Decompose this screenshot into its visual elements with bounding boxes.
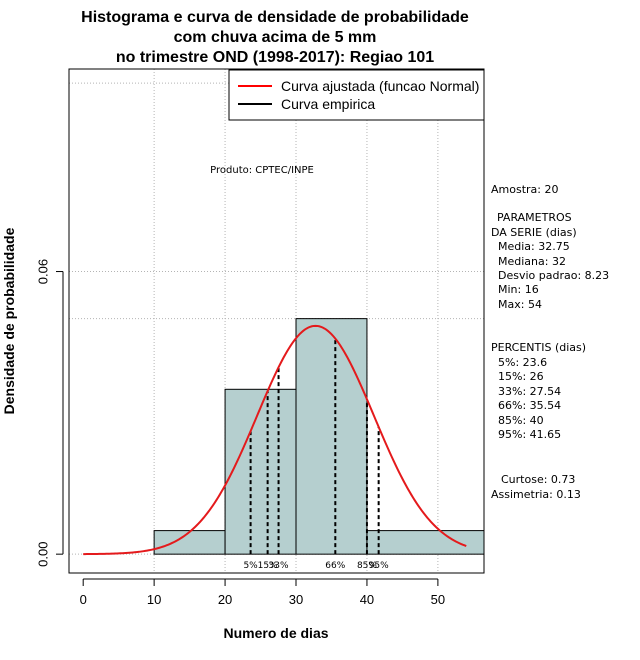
stat-curtose: Curtose: 0.73 xyxy=(501,473,575,486)
x-axis: 0 10 20 30 40 50 xyxy=(80,578,445,607)
y-axis: 0.00 0.06 xyxy=(35,259,64,567)
stat-desvio: Desvio padrao: 8.23 xyxy=(498,269,609,282)
stat-max: Max: 54 xyxy=(498,298,542,311)
chart-title-line-3: no trimestre OND (1998-2017): Regiao 101 xyxy=(116,49,434,66)
chart-title-line-2: com chuva acima de 5 mm xyxy=(174,29,377,46)
stat-p95: 95%: 41.65 xyxy=(498,428,561,441)
x-tick-label-1: 10 xyxy=(147,592,161,607)
stat-min: Min: 16 xyxy=(498,283,539,296)
stat-mediana: Mediana: 32 xyxy=(498,255,566,268)
stat-assimetria: Assimetria: 0.13 xyxy=(491,488,581,501)
stat-p15: 15%: 26 xyxy=(498,370,544,383)
legend: Curva ajustada (funcao Normal) Curva emp… xyxy=(228,69,485,121)
side-statistics: Amostra: 20 PARAMETROS DA SERIE (dias) M… xyxy=(491,183,609,501)
y-tick-label-0: 0.00 xyxy=(35,542,50,567)
legend-label-empirical: Curva empirica xyxy=(281,96,375,112)
percentile-labels: 5% 15%33% 66% 85%95% xyxy=(243,561,389,571)
x-tick-label-2: 20 xyxy=(218,592,232,607)
chart-title-line-1: Histograma e curva de densidade de proba… xyxy=(81,9,469,26)
percentile-label-5: 95% xyxy=(369,561,389,571)
params-title-2: DA SERIE (dias) xyxy=(491,226,577,239)
stat-amostra: Amostra: 20 xyxy=(491,183,558,196)
normal-curve-layer xyxy=(83,324,467,556)
percentis-title: PERCENTIS (dias) xyxy=(491,341,586,354)
stat-p5: 5%: 23.6 xyxy=(498,356,547,369)
y-tick-label-1: 0.06 xyxy=(35,259,50,284)
params-title-1: PARAMETROS xyxy=(497,211,572,224)
x-tick-label-0: 0 xyxy=(80,592,87,607)
y-axis-title: Densidade de probabilidade xyxy=(1,227,17,414)
stat-p66: 66%: 35.54 xyxy=(498,399,561,412)
stat-media: Media: 32.75 xyxy=(498,240,570,253)
percentile-label-0: 5% xyxy=(243,561,258,571)
percentile-label-4: 85% xyxy=(357,561,377,571)
histogram-bar-1 xyxy=(224,388,297,555)
histogram-bar-3 xyxy=(366,530,485,555)
normal-curve xyxy=(83,324,467,556)
percentile-label-2: 33% xyxy=(269,561,289,571)
product-note: Produto: CPTEC/INPE xyxy=(210,165,314,176)
x-tick-label-3: 30 xyxy=(289,592,303,607)
x-tick-label-5: 50 xyxy=(431,592,445,607)
x-axis-title: Numero de dias xyxy=(223,625,328,641)
percentile-label-1: 15% xyxy=(258,561,278,571)
histogram-bar-2 xyxy=(295,318,368,555)
histogram-bar-0 xyxy=(153,530,226,555)
stat-p85: 85%: 40 xyxy=(498,414,544,427)
x-tick-label-4: 40 xyxy=(360,592,374,607)
plot-frame xyxy=(68,68,485,574)
percentile-lines xyxy=(249,338,380,555)
percentile-label-3: 66% xyxy=(325,561,345,571)
stat-p33: 33%: 27.54 xyxy=(498,385,561,398)
legend-box xyxy=(228,69,485,121)
legend-label-normal: Curva ajustada (funcao Normal) xyxy=(281,78,479,94)
